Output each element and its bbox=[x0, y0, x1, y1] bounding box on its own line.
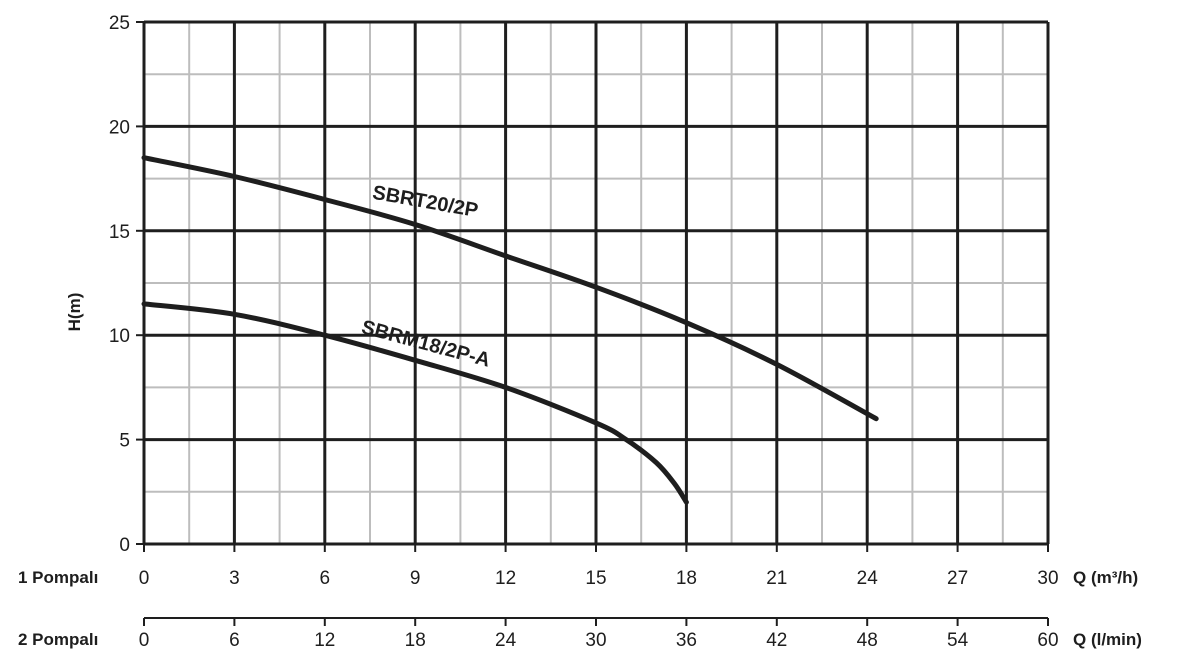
y-tick-label: 25 bbox=[109, 13, 130, 34]
x-tick-label: 9 bbox=[410, 568, 421, 589]
x-tick-label: 24 bbox=[857, 568, 879, 589]
y-tick-label: 5 bbox=[119, 431, 130, 452]
curve-line-2 bbox=[141, 301, 689, 505]
x-tick-label: 21 bbox=[766, 568, 787, 589]
y-tick-label: 10 bbox=[109, 326, 130, 347]
x-tick-label: 12 bbox=[495, 568, 516, 589]
x-axis-unit-label: Q (m³/h) bbox=[1073, 568, 1138, 587]
x-tick-label: 42 bbox=[766, 630, 787, 651]
x-tick-label: 30 bbox=[585, 630, 606, 651]
x-tick-label: 0 bbox=[139, 568, 150, 589]
x-axes: 1 Pompalı 0 3 6 9 12 15 18 21 24 27 30 Q (m³/h)2 Pom… bbox=[18, 544, 1142, 651]
x-tick-label: 6 bbox=[320, 568, 331, 589]
x-tick-label: 12 bbox=[314, 630, 335, 651]
x-axis-row-label: 1 Pompalı bbox=[18, 568, 98, 587]
x-tick-label: 3 bbox=[229, 568, 240, 589]
x-tick-label: 18 bbox=[405, 630, 426, 651]
y-axis-label: H(m) bbox=[65, 293, 84, 332]
x-tick-label: 36 bbox=[676, 630, 697, 651]
x-tick-label: 24 bbox=[495, 630, 517, 651]
x-tick-label: 15 bbox=[585, 568, 606, 589]
x-tick-label: 54 bbox=[947, 630, 969, 651]
y-axis-ticks: 0 5 10 15 20 25 bbox=[109, 13, 144, 556]
x-tick-label: 6 bbox=[229, 630, 240, 651]
x-tick-label: 30 bbox=[1037, 568, 1058, 589]
x-tick-label: 27 bbox=[947, 568, 968, 589]
x-axis-unit-label: Q (l/min) bbox=[1073, 630, 1142, 649]
x-tick-label: 0 bbox=[139, 630, 150, 651]
x-tick-label: 18 bbox=[676, 568, 697, 589]
x-tick-label: 60 bbox=[1037, 630, 1058, 651]
y-tick-label: 0 bbox=[119, 535, 130, 556]
major-grid bbox=[142, 20, 1050, 546]
y-tick-label: 15 bbox=[109, 222, 130, 243]
x-axis-row-label: 2 Pompalı bbox=[18, 630, 98, 649]
y-tick-label: 20 bbox=[109, 117, 130, 138]
curve-line-1 bbox=[141, 155, 879, 422]
x-tick-label: 48 bbox=[857, 630, 878, 651]
